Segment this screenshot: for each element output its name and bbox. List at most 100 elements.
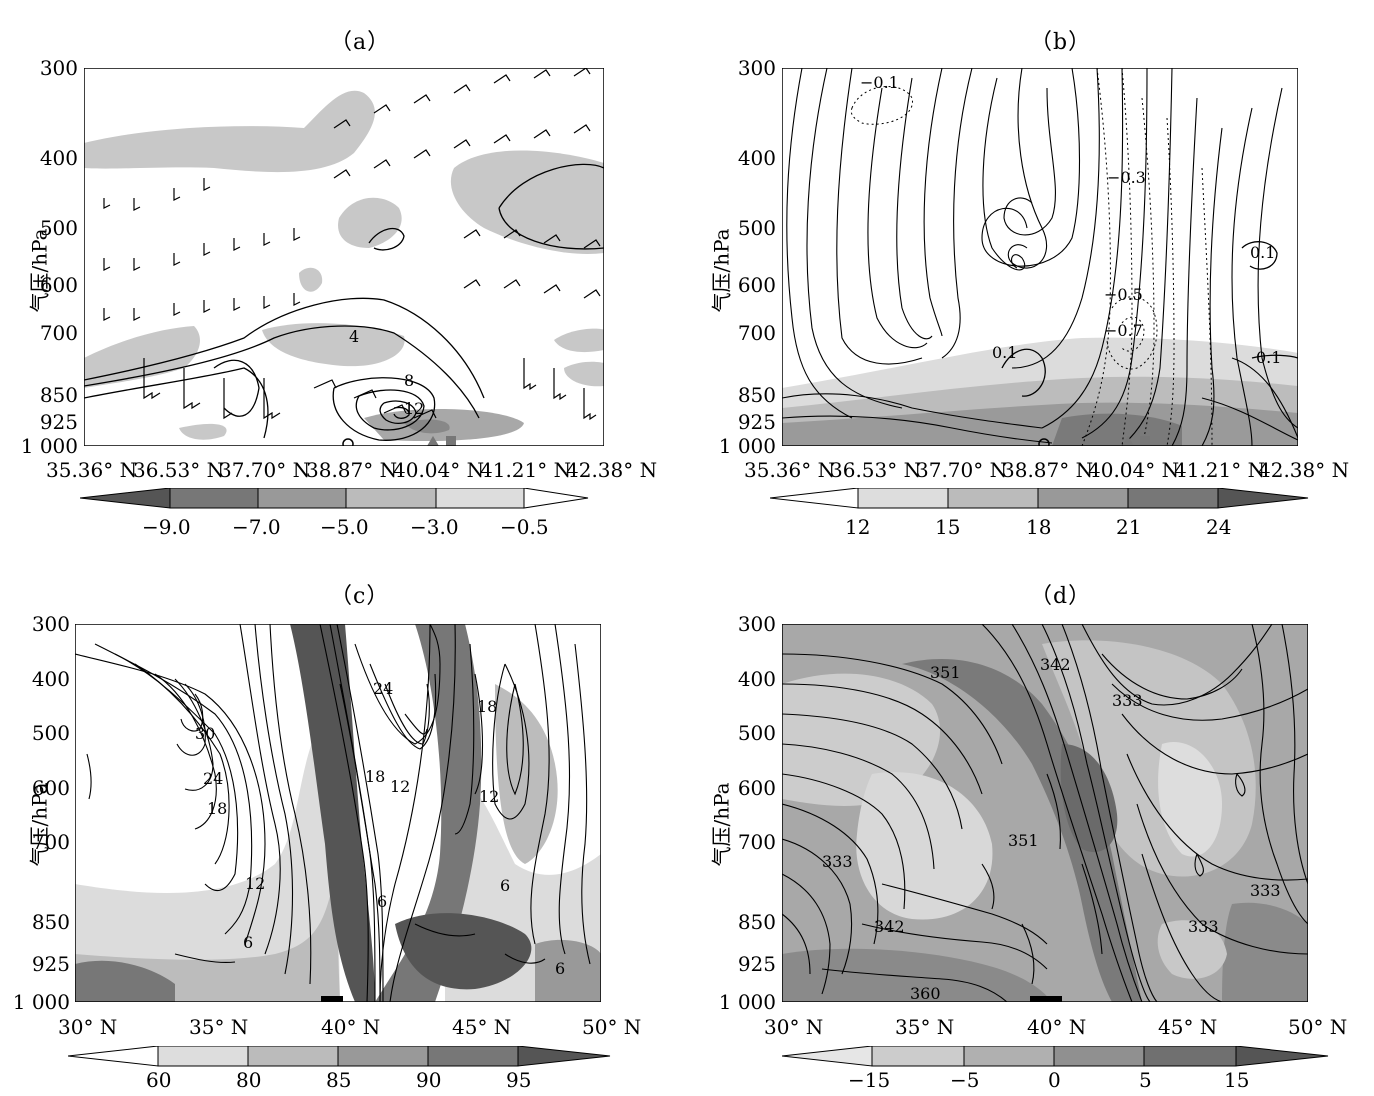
contour-label: 12	[245, 874, 265, 893]
ytick: 1 000	[718, 990, 776, 1014]
ytick: 500	[39, 216, 78, 240]
ytick: 700	[39, 321, 78, 345]
ytick: 400	[31, 667, 70, 691]
panel-b-markers	[1038, 436, 1150, 446]
colorbar-label: 15	[935, 515, 961, 539]
xtick: 30° N	[764, 1015, 824, 1039]
colorbar-label: 95	[506, 1068, 532, 1092]
contour-label: 12	[390, 777, 410, 796]
contour-label: 6	[377, 892, 387, 911]
panel-d-title: （d）	[1030, 584, 1092, 609]
colorbar-label: −0.5	[500, 515, 549, 539]
xtick: 37.70° N	[916, 458, 1008, 482]
ytick: 400	[737, 667, 776, 691]
panel-a-contours	[84, 163, 604, 441]
contour-label: 18	[365, 767, 385, 786]
panel-c-colorbar	[68, 1046, 611, 1067]
xtick: 35.36° N	[744, 458, 836, 482]
contour-label: 333	[822, 852, 853, 871]
ytick: 850	[737, 910, 776, 934]
panel-d-colorbar	[782, 1046, 1329, 1067]
xtick: 35° N	[189, 1015, 249, 1039]
panel-b-title: （b）	[1030, 30, 1092, 55]
panel-c-bar-marker	[321, 996, 343, 1002]
ytick: 925	[737, 952, 776, 976]
colorbar-label: 0	[1048, 1068, 1061, 1092]
ytick: 700	[737, 830, 776, 854]
colorbar-label: −5	[950, 1068, 980, 1092]
colorbar-label: −7.0	[232, 515, 281, 539]
colorbar-label: 80	[236, 1068, 262, 1092]
panel-c-shading	[75, 624, 601, 1002]
ytick: 925	[737, 410, 776, 434]
ytick: 700	[31, 830, 70, 854]
ytick: 925	[31, 952, 70, 976]
panel-d-plot: 351 342 333 351 333 342 333 333 360	[782, 624, 1308, 1002]
contour-label: 4	[349, 327, 359, 346]
contour-label: 8	[404, 371, 414, 390]
xtick: 37.70° N	[219, 458, 311, 482]
xtick: 41.21° N	[1174, 458, 1266, 482]
panel-d-contours	[782, 624, 1308, 1002]
contour-label: 351	[930, 663, 961, 682]
colorbar-label: −15	[848, 1068, 891, 1092]
panel-a-plot: 4 8 12	[84, 68, 604, 446]
xtick: 41.21° N	[480, 458, 572, 482]
xtick: 40.04° N	[1088, 458, 1180, 482]
contour-label: 342	[1040, 655, 1071, 674]
xtick: 42.38° N	[1258, 458, 1350, 482]
contour-label: 18	[477, 697, 497, 716]
panel-a-colorbar	[80, 488, 589, 509]
triangle-marker	[427, 436, 439, 446]
ytick: 300	[39, 56, 78, 80]
contour-label: 333	[1188, 917, 1219, 936]
ytick: 500	[737, 216, 776, 240]
xtick: 38.87° N	[1002, 458, 1094, 482]
xtick: 45° N	[452, 1015, 512, 1039]
contour-label: 360	[910, 984, 941, 1002]
ytick: 500	[31, 721, 70, 745]
xtick: 35.36° N	[46, 458, 138, 482]
contour-label: −0.5	[1104, 285, 1143, 304]
contour-label: 12	[404, 399, 424, 418]
xtick: 42.38° N	[566, 458, 658, 482]
xtick: 38.87° N	[306, 458, 398, 482]
ytick: 850	[39, 383, 78, 407]
contour-label: 342	[874, 917, 905, 936]
colorbar-label: 60	[146, 1068, 172, 1092]
panel-b-solid-contours	[1001, 241, 1298, 397]
panel-b-dotted-contours	[850, 68, 1213, 446]
ytick: 600	[737, 273, 776, 297]
contour-label: 24	[203, 769, 223, 788]
panel-a-wind-barbs	[103, 68, 601, 421]
xtick: 40.04° N	[393, 458, 485, 482]
colorbar-label: 24	[1206, 515, 1232, 539]
xtick: 35° N	[895, 1015, 955, 1039]
panel-a-markers	[342, 436, 456, 446]
panel-b-streamlines	[782, 68, 1298, 446]
ytick: 400	[39, 146, 78, 170]
ytick: 300	[31, 612, 70, 636]
xtick: 50° N	[1288, 1015, 1348, 1039]
contour-label: 18	[207, 799, 227, 818]
ytick: 925	[39, 410, 78, 434]
ytick: 600	[737, 776, 776, 800]
panel-c-title: （c）	[330, 584, 390, 609]
colorbar-label: 18	[1026, 515, 1052, 539]
ytick: 700	[737, 321, 776, 345]
colorbar-label: −5.0	[320, 515, 369, 539]
contour-label: 6	[500, 876, 510, 895]
triangle-marker	[1122, 436, 1134, 446]
panel-d-bar-marker	[1030, 996, 1062, 1002]
panel-a-shading	[84, 90, 604, 442]
xtick: 30° N	[58, 1015, 118, 1039]
xtick: 50° N	[582, 1015, 642, 1039]
xtick: 45° N	[1158, 1015, 1218, 1039]
ytick: 300	[737, 612, 776, 636]
ytick: 300	[737, 56, 776, 80]
panel-c-plot: 24 30 24 18 18 12 18 12 12 6 6 6 6	[75, 624, 601, 1002]
ytick: 600	[31, 776, 70, 800]
contour-label: 6	[243, 933, 253, 952]
colorbar-label: 90	[416, 1068, 442, 1092]
colorbar-label: 5	[1139, 1068, 1152, 1092]
